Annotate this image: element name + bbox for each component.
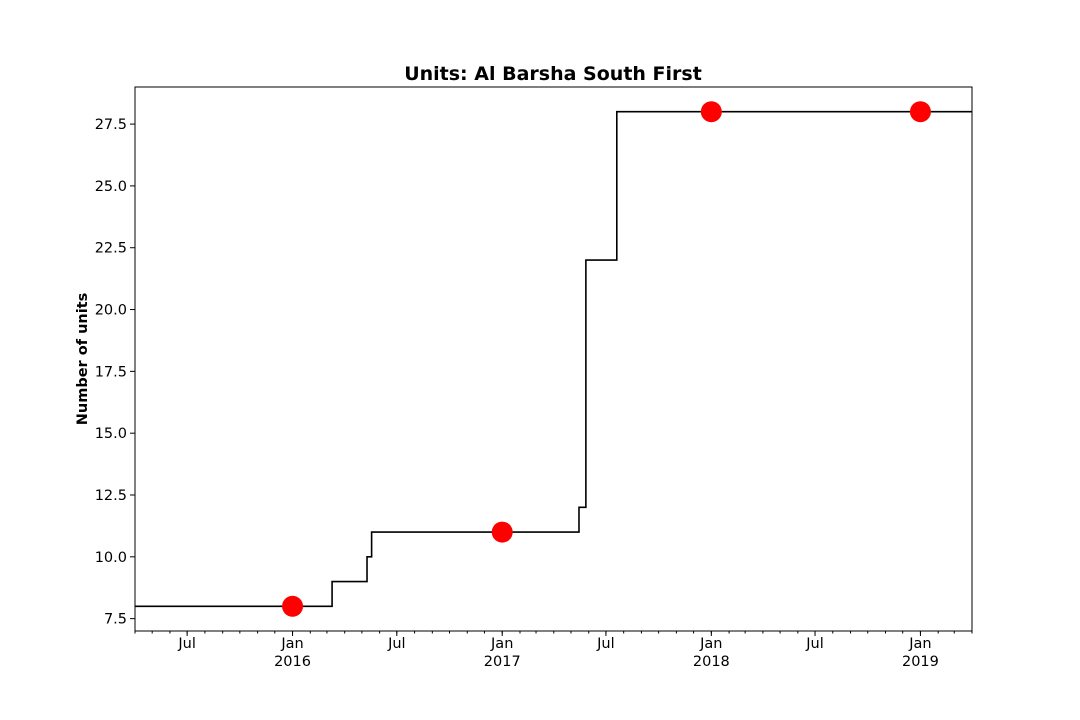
x-tick-year-label: 2017 (484, 654, 521, 670)
y-axis-label: Number of units (75, 293, 91, 425)
x-tick-label: Jul (596, 636, 615, 652)
y-tick-label: 15.0 (95, 426, 127, 442)
x-tick-label: Jan (908, 636, 931, 652)
chart-title: Units: Al Barsha South First (404, 63, 702, 85)
x-tick-label: Jul (177, 636, 196, 652)
x-tick-year-label: 2019 (902, 654, 939, 670)
x-tick-label: Jul (805, 636, 824, 652)
y-tick-label: 10.0 (95, 550, 127, 566)
x-tick-year-label: 2016 (274, 654, 311, 670)
x-tick-label: Jan (280, 636, 303, 652)
x-tick-year-label: 2018 (693, 654, 730, 670)
plot-area: 7.5 10.0 12.5 15.0 17.5 20.0 22.5 25.0 27.5 Jul Ja… (95, 86, 973, 670)
x-tick-label: Jul (387, 636, 406, 652)
x-tick-label: Jan (699, 636, 722, 652)
plot-frame (134, 86, 973, 632)
y-tick-label: 22.5 (95, 241, 127, 257)
data-point-marker (282, 595, 304, 617)
y-tick-label: 12.5 (95, 488, 127, 504)
y-tick-label: 25.0 (95, 179, 127, 195)
units-step-line (135, 110, 972, 608)
data-point-marker (491, 521, 513, 543)
data-point-marker (909, 101, 931, 123)
y-tick-label: 20.0 (95, 303, 127, 319)
y-tick-label: 17.5 (95, 364, 127, 380)
y-tick-label: 7.5 (104, 612, 127, 628)
data-point-marker (700, 101, 722, 123)
x-tick-label: Jan (490, 636, 513, 652)
y-tick-label: 27.5 (95, 117, 127, 133)
